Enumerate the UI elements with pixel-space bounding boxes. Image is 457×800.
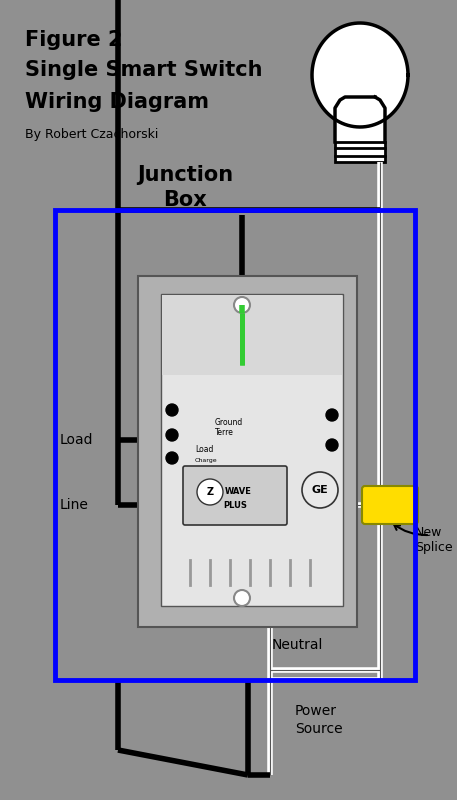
FancyBboxPatch shape <box>362 486 418 524</box>
Text: Single Smart Switch: Single Smart Switch <box>25 60 262 80</box>
Circle shape <box>234 297 250 313</box>
Text: Power
Source: Power Source <box>295 704 343 736</box>
Circle shape <box>197 479 223 505</box>
Circle shape <box>166 429 178 441</box>
Text: By Robert Czachorski: By Robert Czachorski <box>25 128 159 141</box>
FancyBboxPatch shape <box>138 276 357 627</box>
Circle shape <box>326 409 338 421</box>
Bar <box>162 295 342 375</box>
Text: WAVE: WAVE <box>224 487 251 497</box>
Polygon shape <box>335 97 385 142</box>
Circle shape <box>302 472 338 508</box>
Text: New
Splice: New Splice <box>415 526 452 554</box>
Text: Load: Load <box>195 445 213 454</box>
Text: Figure 2: Figure 2 <box>25 30 122 50</box>
Text: Ground: Ground <box>252 275 303 289</box>
Circle shape <box>166 404 178 416</box>
FancyBboxPatch shape <box>161 294 343 606</box>
Text: Z: Z <box>207 487 213 497</box>
Text: Junction
Box: Junction Box <box>137 165 233 210</box>
Text: PLUS: PLUS <box>223 501 247 510</box>
Text: Wiring Diagram: Wiring Diagram <box>25 92 209 112</box>
Text: Load: Load <box>60 433 94 447</box>
Circle shape <box>326 439 338 451</box>
Text: Line: Line <box>60 498 89 512</box>
Bar <box>55 210 415 680</box>
Circle shape <box>234 590 250 606</box>
Text: Ground
Terre: Ground Terre <box>215 418 243 438</box>
Circle shape <box>166 452 178 464</box>
FancyBboxPatch shape <box>183 466 287 525</box>
Polygon shape <box>312 23 408 127</box>
Text: Neutral: Neutral <box>272 638 324 652</box>
Bar <box>335 142 385 162</box>
Text: GE: GE <box>312 485 329 495</box>
Text: Charge: Charge <box>195 458 218 463</box>
